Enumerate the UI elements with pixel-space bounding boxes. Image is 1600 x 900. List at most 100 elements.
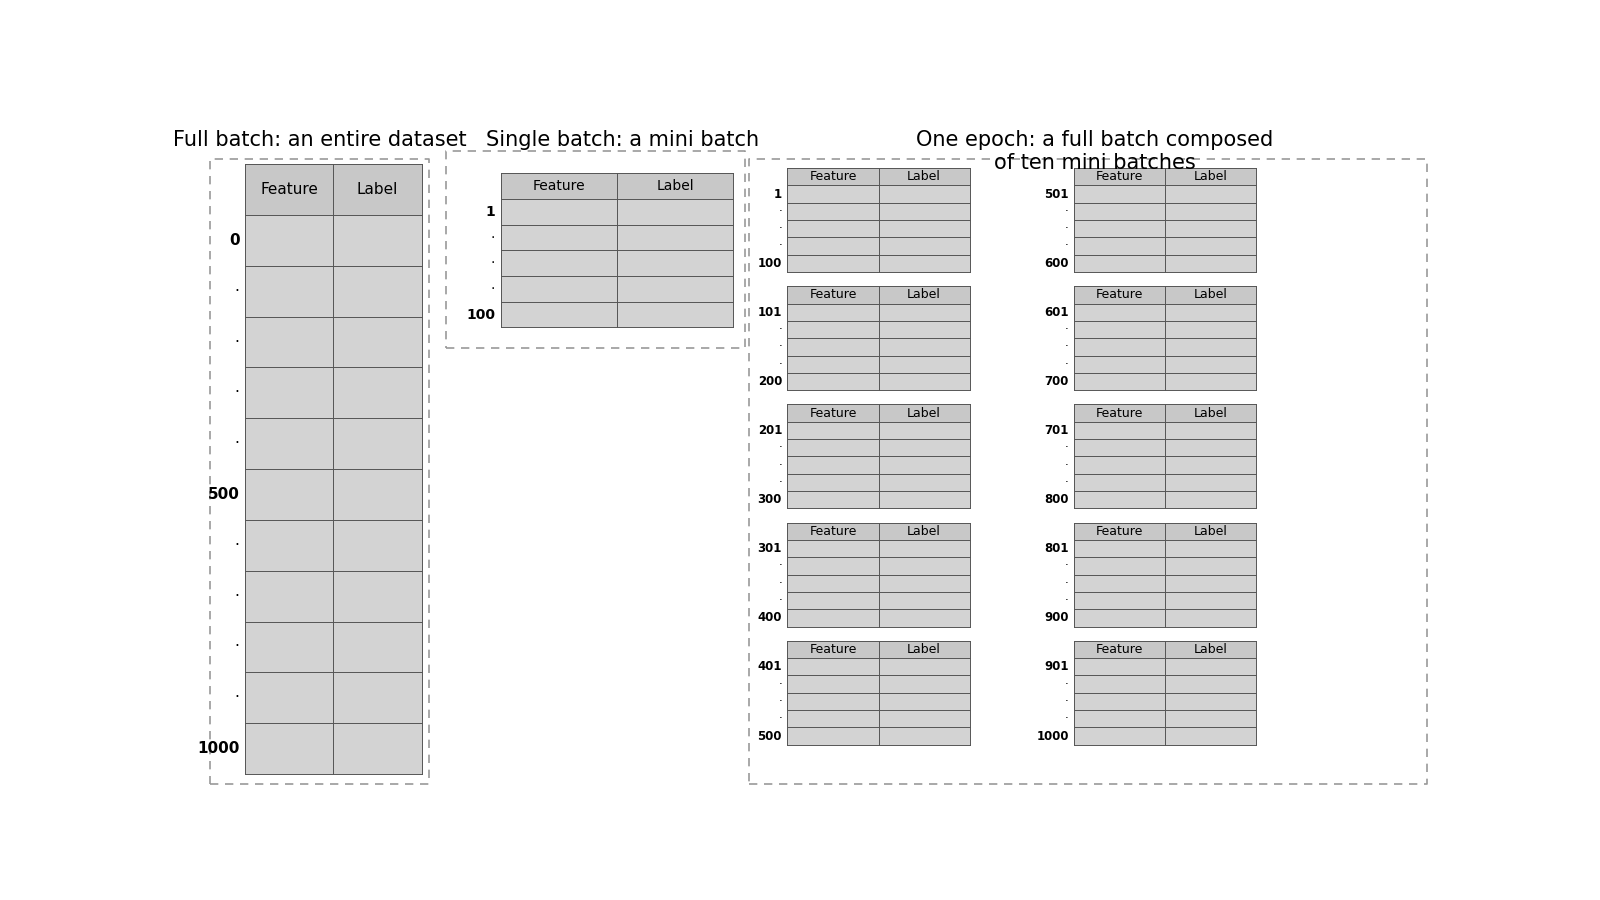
Bar: [245, 164, 422, 215]
Bar: [1074, 255, 1256, 272]
Text: Label: Label: [656, 179, 694, 194]
Bar: [1074, 422, 1256, 439]
Text: ·: ·: [1066, 459, 1069, 472]
Bar: [787, 557, 970, 574]
Text: 1000: 1000: [1037, 730, 1069, 742]
Text: Feature: Feature: [1096, 407, 1144, 419]
Bar: [787, 373, 970, 391]
Text: Full batch: an entire dataset: Full batch: an entire dataset: [173, 130, 467, 149]
Bar: [1074, 574, 1256, 592]
Bar: [245, 520, 422, 571]
Text: 900: 900: [1045, 611, 1069, 625]
Bar: [787, 439, 970, 456]
Text: ·: ·: [235, 589, 240, 604]
Text: ·: ·: [778, 678, 782, 690]
Bar: [787, 238, 970, 255]
Bar: [787, 727, 970, 745]
Text: Label: Label: [907, 525, 941, 538]
Bar: [787, 286, 970, 303]
Text: Feature: Feature: [810, 643, 856, 656]
Text: 500: 500: [757, 730, 782, 742]
Text: Feature: Feature: [810, 525, 856, 538]
Text: ·: ·: [778, 594, 782, 608]
Bar: [787, 321, 970, 338]
Text: Feature: Feature: [1096, 170, 1144, 184]
Text: 801: 801: [1045, 542, 1069, 555]
Text: ·: ·: [778, 239, 782, 253]
Text: ·: ·: [778, 357, 782, 371]
Text: ·: ·: [1066, 222, 1069, 235]
Text: Label: Label: [907, 170, 941, 184]
Bar: [1074, 557, 1256, 574]
Text: Feature: Feature: [1096, 288, 1144, 302]
Text: 1000: 1000: [197, 741, 240, 756]
Bar: [1074, 286, 1256, 303]
Text: Single batch: a mini batch: Single batch: a mini batch: [486, 130, 758, 149]
Bar: [787, 574, 970, 592]
Bar: [1074, 727, 1256, 745]
Bar: [1074, 185, 1256, 202]
Bar: [787, 676, 970, 693]
Bar: [245, 469, 422, 520]
Bar: [501, 302, 733, 328]
Text: ·: ·: [491, 230, 496, 245]
Text: Label: Label: [1194, 288, 1227, 302]
Text: ·: ·: [1066, 560, 1069, 572]
Text: Label: Label: [1194, 407, 1227, 419]
Text: ·: ·: [1066, 695, 1069, 708]
Text: ·: ·: [778, 712, 782, 725]
Text: 0: 0: [229, 233, 240, 248]
Text: 300: 300: [758, 493, 782, 506]
Bar: [787, 168, 970, 185]
Text: 101: 101: [758, 306, 782, 319]
Bar: [1074, 373, 1256, 391]
Text: ·: ·: [491, 256, 496, 270]
Bar: [501, 199, 733, 225]
Bar: [1074, 693, 1256, 710]
Text: Label: Label: [907, 407, 941, 419]
Text: ·: ·: [491, 282, 496, 296]
Text: 200: 200: [758, 375, 782, 388]
Text: ·: ·: [778, 560, 782, 572]
Bar: [787, 693, 970, 710]
Bar: [1074, 356, 1256, 373]
Bar: [787, 473, 970, 491]
Text: 401: 401: [757, 661, 782, 673]
Bar: [501, 225, 733, 250]
Text: 601: 601: [1045, 306, 1069, 319]
Bar: [787, 641, 970, 658]
Text: ·: ·: [778, 222, 782, 235]
Text: 400: 400: [757, 611, 782, 625]
Bar: [1074, 523, 1256, 540]
Text: Feature: Feature: [810, 407, 856, 419]
Bar: [787, 220, 970, 238]
Bar: [1074, 641, 1256, 658]
Bar: [245, 622, 422, 672]
Text: ·: ·: [778, 205, 782, 218]
Text: 500: 500: [208, 487, 240, 502]
Text: Label: Label: [907, 288, 941, 302]
Bar: [245, 724, 422, 774]
Bar: [1074, 321, 1256, 338]
Text: 501: 501: [1045, 187, 1069, 201]
Bar: [1074, 338, 1256, 356]
Text: ·: ·: [1066, 205, 1069, 218]
Text: Label: Label: [907, 643, 941, 656]
Text: ·: ·: [235, 538, 240, 553]
Bar: [1074, 592, 1256, 609]
Text: 701: 701: [1045, 424, 1069, 436]
Text: ·: ·: [778, 476, 782, 489]
Bar: [1074, 609, 1256, 626]
Text: 100: 100: [758, 256, 782, 270]
Text: 1: 1: [774, 187, 782, 201]
Bar: [787, 422, 970, 439]
Text: 700: 700: [1045, 375, 1069, 388]
Bar: [1074, 404, 1256, 422]
Bar: [245, 215, 422, 266]
Bar: [787, 523, 970, 540]
Text: ·: ·: [778, 577, 782, 590]
Bar: [787, 185, 970, 202]
Text: ·: ·: [1066, 441, 1069, 454]
Bar: [787, 456, 970, 473]
Bar: [787, 592, 970, 609]
